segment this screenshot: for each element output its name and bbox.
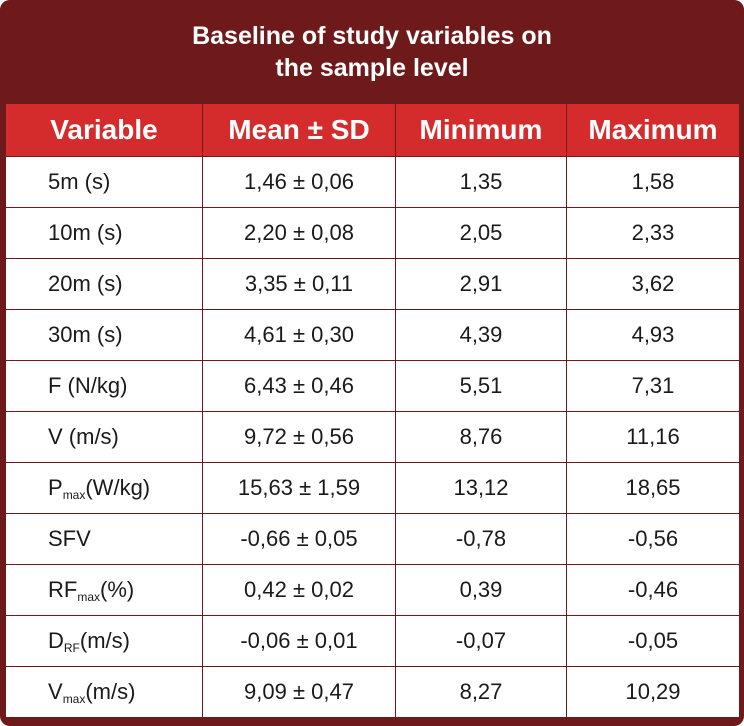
cell-minimum: 0,39 (395, 564, 567, 616)
data-table: Variable Mean ± SD Minimum Maximum 5m (s… (5, 103, 740, 718)
table-row: DRF(m/s) -0,06 ± 0,01 -0,07 -0,05 (5, 615, 740, 667)
variable-unit: (W/kg) (85, 474, 151, 500)
header-mean-sd: Mean ± SD (202, 103, 396, 157)
cell-minimum: 5,51 (395, 360, 567, 412)
table-row: Vmax(m/s) 9,09 ± 0,47 8,27 10,29 (5, 666, 740, 718)
cell-variable: DRF(m/s) (5, 615, 203, 667)
variable-unit: (%) (100, 576, 135, 602)
table-row: 10m (s) 2,20 ± 0,08 2,05 2,33 (5, 207, 740, 259)
cell-variable: V (m/s) (5, 411, 203, 463)
header-maximum: Maximum (566, 103, 740, 157)
table-row: 20m (s) 3,35 ± 0,11 2,91 3,62 (5, 258, 740, 310)
cell-variable: 20m (s) (5, 258, 203, 310)
variable-subscript: max (77, 589, 100, 604)
cell-mean-sd: 0,42 ± 0,02 (202, 564, 396, 616)
cell-maximum: 4,93 (566, 309, 740, 361)
table-row: RFmax(%) 0,42 ± 0,02 0,39 -0,46 (5, 564, 740, 616)
table-row: SFV -0,66 ± 0,05 -0,78 -0,56 (5, 513, 740, 565)
header-row: Variable Mean ± SD Minimum Maximum (5, 103, 740, 157)
variable-name: D (48, 627, 64, 653)
variable-name: SFV (48, 526, 91, 551)
cell-mean-sd: 6,43 ± 0,46 (202, 360, 396, 412)
cell-minimum: 1,35 (395, 156, 567, 208)
variable-name: 20m (s) (48, 271, 123, 296)
cell-mean-sd: -0,06 ± 0,01 (202, 615, 396, 667)
variable-name: F (N/kg) (48, 373, 128, 398)
cell-minimum: -0,07 (395, 615, 567, 667)
cell-minimum: 8,76 (395, 411, 567, 463)
cell-minimum: 8,27 (395, 666, 567, 718)
table-row: V (m/s) 9,72 ± 0,56 8,76 11,16 (5, 411, 740, 463)
cell-mean-sd: 9,09 ± 0,47 (202, 666, 396, 718)
cell-maximum: 10,29 (566, 666, 740, 718)
table-row: Pmax(W/kg) 15,63 ± 1,59 13,12 18,65 (5, 462, 740, 514)
cell-minimum: -0,78 (395, 513, 567, 565)
cell-variable: 10m (s) (5, 207, 203, 259)
cell-maximum: 2,33 (566, 207, 740, 259)
variable-name: 10m (s) (48, 220, 123, 245)
header-minimum: Minimum (395, 103, 567, 157)
header-variable: Variable (5, 103, 203, 157)
variable-name: 5m (s) (48, 169, 111, 194)
cell-maximum: 11,16 (566, 411, 740, 463)
cell-mean-sd: -0,66 ± 0,05 (202, 513, 396, 565)
title-line-2: the sample level (275, 53, 469, 82)
cell-mean-sd: 4,61 ± 0,30 (202, 309, 396, 361)
variable-unit: (m/s) (79, 627, 130, 653)
variable-name: P (48, 474, 63, 500)
cell-mean-sd: 9,72 ± 0,56 (202, 411, 396, 463)
cell-variable: 30m (s) (5, 309, 203, 361)
cell-variable: Vmax(m/s) (5, 666, 203, 718)
cell-mean-sd: 1,46 ± 0,06 (202, 156, 396, 208)
table-row: 5m (s) 1,46 ± 0,06 1,35 1,58 (5, 156, 740, 208)
cell-minimum: 2,05 (395, 207, 567, 259)
cell-mean-sd: 3,35 ± 0,11 (202, 258, 396, 310)
variable-subscript: max (62, 691, 86, 706)
variable-name: RF (48, 576, 78, 602)
cell-variable: Pmax(W/kg) (5, 462, 203, 514)
cell-variable: RFmax(%) (5, 564, 203, 616)
variable-subscript: RF (63, 640, 80, 655)
table-title: Baseline of study variables on the sampl… (0, 0, 744, 103)
variable-unit: (m/s) (85, 678, 136, 704)
cell-minimum: 4,39 (395, 309, 567, 361)
cell-maximum: -0,56 (566, 513, 740, 565)
cell-maximum: -0,46 (566, 564, 740, 616)
variable-name: V (m/s) (48, 424, 119, 449)
cell-maximum: 3,62 (566, 258, 740, 310)
title-line-1: Baseline of study variables on (192, 21, 552, 50)
variable-subscript: max (62, 487, 86, 502)
cell-mean-sd: 15,63 ± 1,59 (202, 462, 396, 514)
cell-minimum: 13,12 (395, 462, 567, 514)
variable-name: V (48, 678, 63, 704)
table-row: F (N/kg) 6,43 ± 0,46 5,51 7,31 (5, 360, 740, 412)
cell-minimum: 2,91 (395, 258, 567, 310)
cell-mean-sd: 2,20 ± 0,08 (202, 207, 396, 259)
cell-maximum: 1,58 (566, 156, 740, 208)
cell-maximum: 7,31 (566, 360, 740, 412)
cell-variable: F (N/kg) (5, 360, 203, 412)
table-row: 30m (s) 4,61 ± 0,30 4,39 4,93 (5, 309, 740, 361)
cell-variable: 5m (s) (5, 156, 203, 208)
cell-maximum: -0,05 (566, 615, 740, 667)
cell-variable: SFV (5, 513, 203, 565)
cell-maximum: 18,65 (566, 462, 740, 514)
variable-name: 30m (s) (48, 322, 123, 347)
